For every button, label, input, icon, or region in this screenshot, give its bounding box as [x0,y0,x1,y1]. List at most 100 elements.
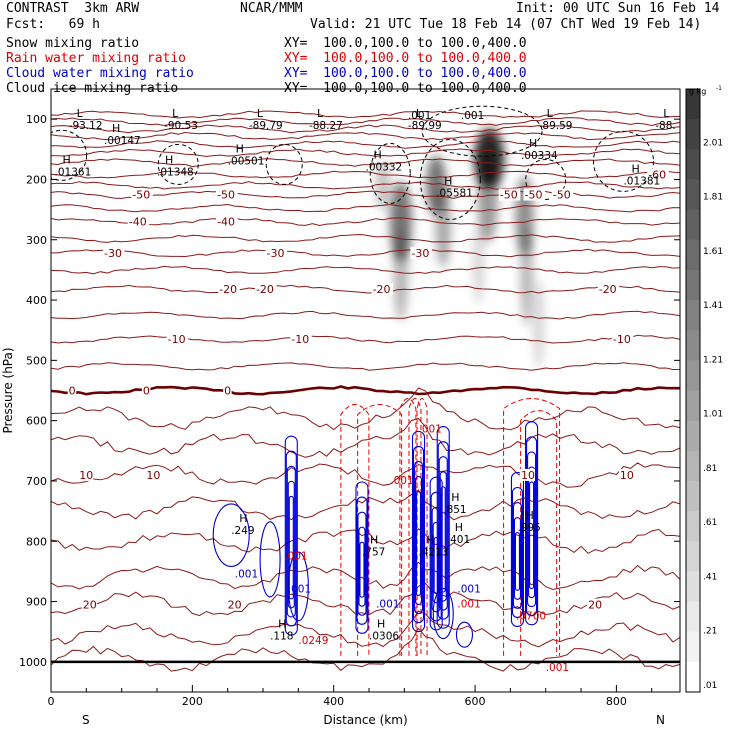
isotherm-label-bg [166,333,189,346]
contour-label: .001 [419,424,442,436]
extremum-value: -93.12 [69,120,103,132]
isotherm-label-bg [410,247,432,260]
contour-label: .001 [288,584,311,596]
extremum-value: .4213 [419,546,449,558]
y-tick-label: 300 [26,234,47,247]
colorbar-tick-label: 2.01 [703,138,723,148]
isotherm-line [51,417,680,458]
extremum-value: .00147 [104,135,141,147]
high-marker: H [370,533,378,546]
isotherm-label-bg [587,598,603,611]
cloud-water-contour [436,426,450,629]
contour-label: .001 [376,599,399,611]
isotherm-label: 0 [143,385,150,398]
cloud-ice-contour-0 [51,129,88,181]
field-xy-cloud-water: XY= 100.0,100.0 to 100.0,400.0 [284,66,527,81]
isotherm-label-bg [216,188,238,201]
isotherm-label-bg [523,188,546,201]
colorbar-tick-label: .81 [703,464,717,474]
isotherm-line [51,265,680,275]
isotherm-line [51,310,680,320]
colorbar-swatch [686,89,700,120]
extremum-value: .00334 [521,150,558,162]
cloud-ice-contour-2 [265,143,303,185]
cloud-water-contour [414,476,423,606]
cloud-water-contour [527,451,537,608]
isotherm-label-bg [127,215,150,228]
rain-contour-0 [340,404,370,656]
isotherm-line [51,124,680,134]
cloud-water-contour [510,471,524,627]
rain-contour-5 [503,398,561,656]
valid-time: Valid: 21 UTC Tue 18 Feb 14 (07 ChT Wed … [310,17,702,32]
isotherm-label-bg [371,283,394,296]
extremum-value: .00332 [366,162,403,174]
high-marker: H [455,521,463,534]
colorbar-swatch [686,541,700,572]
high-marker: H [529,137,537,150]
cloud-water-contour [411,430,426,633]
colorbar-unit-exponent: -1 [716,85,722,92]
x-tick-label: 200 [182,695,203,708]
contour-layer [51,105,680,672]
isotherm--40 [51,217,680,227]
high-marker: H [631,162,639,175]
colorbar-swatch [686,661,700,693]
extremum-value: -89.59 [539,120,573,132]
cloud-water-contour [356,496,368,625]
cloud-water-contour [511,486,523,618]
isotherm-label-bg [611,333,634,346]
cloud-water-contour [284,435,298,636]
cloud-ice-contour-3 [369,142,411,204]
contour-label: .001 [461,110,484,122]
cloud-water-contour [440,486,446,593]
isotherm-label: -20 [599,283,617,296]
cloud-water-contour [357,511,367,616]
y-tick-label: 600 [26,415,47,428]
isotherm-label: -20 [256,283,274,296]
cloud-water-contour [528,466,536,599]
high-marker: H [239,512,247,525]
cloud-water-contour [285,450,297,627]
snow-core-7 [520,225,533,326]
rain-contour-3 [416,398,428,656]
cloud-ice-contour-5 [421,105,543,157]
colorbar-swatch [686,330,700,361]
colorbar-swatch [686,179,700,211]
snow-core-1 [477,152,498,243]
isotherm-line [51,117,680,127]
cloud-water-contour-1 [259,521,281,598]
high-marker: H [525,509,533,522]
isotherm-label: -60 [648,169,666,182]
field-label-snow: Snow mixing ratio [6,36,140,51]
x-tick-label: 800 [606,695,627,708]
cloud-water-contour [512,502,522,609]
isotherm-label: 10 [146,469,160,482]
extremum-value: .01361 [55,166,92,178]
low-marker: L [663,107,670,120]
extremum-value: .00501 [228,156,265,168]
isotherm-label-bg [265,247,288,260]
contour-label: .001 [546,662,569,674]
contour-label: .001 [457,599,480,611]
colorbar-tick-label: 1.61 [703,247,723,257]
label-layer: 0 0 0 -10 -10 -10 -20 -20 -20 -20 -30 -30 -30 -40 -40 -… [55,107,676,674]
extremum-value: -88.27 [309,120,343,132]
isotherm-label: 0 [224,385,231,398]
cloud-water-contour [525,421,539,626]
isotherm-label-bg [67,384,77,397]
isotherm-line [51,362,680,371]
snow-core-3 [435,187,451,268]
field-xy-snow: XY= 100.0,100.0 to 100.0,400.0 [284,36,527,51]
field-xy-rain: XY= 100.0,100.0 to 100.0,400.0 [284,51,527,66]
low-marker: L [257,107,264,120]
isotherm-0 [51,385,680,396]
low-marker: L [416,107,423,120]
snow-core-8 [533,279,544,370]
colorbar-tick-label: 1.81 [703,193,723,203]
isotherm-label: -20 [219,283,237,296]
isotherm-label: 10 [521,469,535,482]
cloud-water-contour-4 [432,588,454,640]
extremum-value: .995 [517,522,540,534]
